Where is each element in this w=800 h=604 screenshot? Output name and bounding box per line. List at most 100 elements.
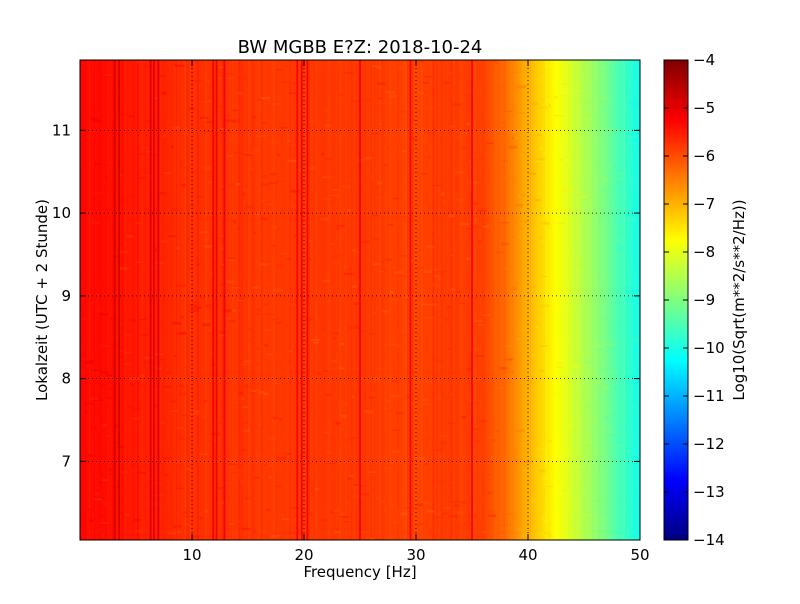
spectrogram-streak (566, 60, 568, 540)
spectrogram-speckle (372, 65, 378, 67)
spectrogram-speckle (216, 99, 222, 102)
spectrogram-speckle (606, 343, 616, 346)
spectrogram-speckle (423, 462, 429, 466)
spectrogram-speckle (268, 465, 274, 467)
spectrogram-speckle (324, 158, 333, 161)
spectrogram-streak (533, 60, 535, 540)
spectrogram-streak (531, 60, 533, 540)
spectrogram-speckle (249, 167, 256, 171)
spectrogram-streak (235, 60, 236, 540)
spectrogram-speckle (208, 329, 212, 332)
spectrogram-speckle (411, 166, 420, 169)
spectrogram-streak (382, 60, 384, 540)
spectrogram-speckle (120, 524, 126, 528)
spectrogram-speckle (604, 350, 608, 352)
spectrogram-speckle (226, 68, 229, 70)
spectrogram-speckle (140, 333, 149, 336)
spectrogram-speckle (425, 132, 434, 134)
spectral-line (113, 60, 116, 540)
spectrogram-speckle (624, 285, 631, 289)
spectrogram-speckle (595, 342, 602, 345)
spectrogram-speckle (244, 151, 248, 154)
spectrogram-speckle (396, 460, 403, 462)
spectrogram-speckle (276, 294, 280, 296)
spectrogram-speckle (254, 477, 260, 479)
spectrogram-streak (322, 60, 324, 540)
spectrogram-speckle (242, 192, 245, 196)
spectrogram-speckle (625, 195, 631, 198)
spectrogram-speckle (313, 341, 320, 344)
spectrogram-speckle (391, 343, 395, 345)
spectrogram-speckle (638, 530, 640, 533)
spectrogram-speckle (487, 122, 490, 124)
spectrogram-speckle (499, 367, 505, 370)
spectrogram-speckle (618, 128, 622, 131)
spectrogram-speckle (401, 111, 412, 113)
spectrogram-speckle (373, 440, 377, 442)
spectrogram-speckle (220, 235, 226, 237)
spectrogram-speckle (120, 113, 128, 116)
spectrogram-speckle (209, 352, 213, 356)
spectrogram-speckle (139, 152, 145, 156)
spectrogram-streak (126, 60, 128, 540)
spectrogram-speckle (596, 345, 604, 348)
spectrogram-speckle (89, 301, 99, 303)
spectrogram-speckle (311, 487, 314, 491)
spectrogram-speckle (354, 487, 362, 489)
colorbar-tick-label: −10 (693, 339, 725, 357)
spectrogram-speckle (602, 468, 606, 472)
spectrogram-speckle (237, 76, 247, 80)
spectrogram-speckle (486, 224, 489, 228)
spectrogram-streak (411, 60, 413, 540)
spectrogram-speckle (443, 507, 451, 510)
spectrogram-streak (328, 60, 330, 540)
spectrogram-speckle (338, 328, 342, 332)
spectrogram-speckle (226, 154, 234, 158)
spectrogram-speckle (171, 322, 182, 325)
spectrogram-streak (522, 60, 524, 540)
spectrogram-speckle (259, 390, 266, 394)
spectrogram-speckle (92, 119, 100, 123)
spectrogram-speckle (131, 407, 141, 410)
spectrogram-streak (221, 60, 224, 540)
spectrogram-speckle (351, 395, 355, 399)
spectrogram-speckle (112, 479, 121, 482)
spectrogram-speckle (243, 385, 251, 388)
spectrogram-speckle (322, 279, 331, 283)
spectrogram-streak (454, 60, 456, 540)
spectrogram-speckle (440, 434, 448, 438)
spectrogram-streak (334, 60, 336, 540)
spectrogram-speckle (534, 159, 542, 161)
spectrogram-streak (163, 60, 164, 540)
spectrogram-speckle (218, 386, 222, 388)
spectrogram-speckle (520, 193, 526, 197)
spectrogram-speckle (161, 91, 167, 95)
spectrogram-speckle (608, 96, 612, 98)
spectrogram-speckle (220, 406, 226, 410)
spectrogram-speckle (109, 433, 116, 437)
spectrogram-speckle (363, 198, 369, 201)
spectrogram-speckle (243, 153, 252, 157)
spectrogram-streak (410, 60, 413, 540)
spectrogram-speckle (331, 194, 340, 197)
spectrogram-speckle (256, 70, 260, 73)
spectral-line (157, 60, 160, 540)
spectrogram-speckle (377, 66, 382, 69)
spectrogram-streak (458, 60, 459, 540)
spectrogram-speckle (534, 280, 540, 282)
spectrogram-speckle (606, 349, 614, 351)
spectrogram-speckle (593, 78, 595, 80)
spectrogram-streak (417, 60, 419, 540)
spectrogram-streak (112, 60, 114, 540)
spectrogram-speckle (220, 127, 227, 131)
spectrogram-speckle (518, 195, 522, 198)
spectrogram-speckle (624, 442, 628, 444)
spectrogram-speckle (191, 535, 200, 538)
spectrogram-speckle (298, 455, 307, 457)
spectrogram-speckle (352, 436, 357, 439)
spectrogram-speckle (245, 205, 255, 209)
spectrogram-speckle (607, 316, 617, 318)
colorbar-tick-label: −14 (693, 531, 725, 549)
spectrogram-speckle (176, 284, 187, 287)
spectrogram-speckle (460, 146, 468, 149)
